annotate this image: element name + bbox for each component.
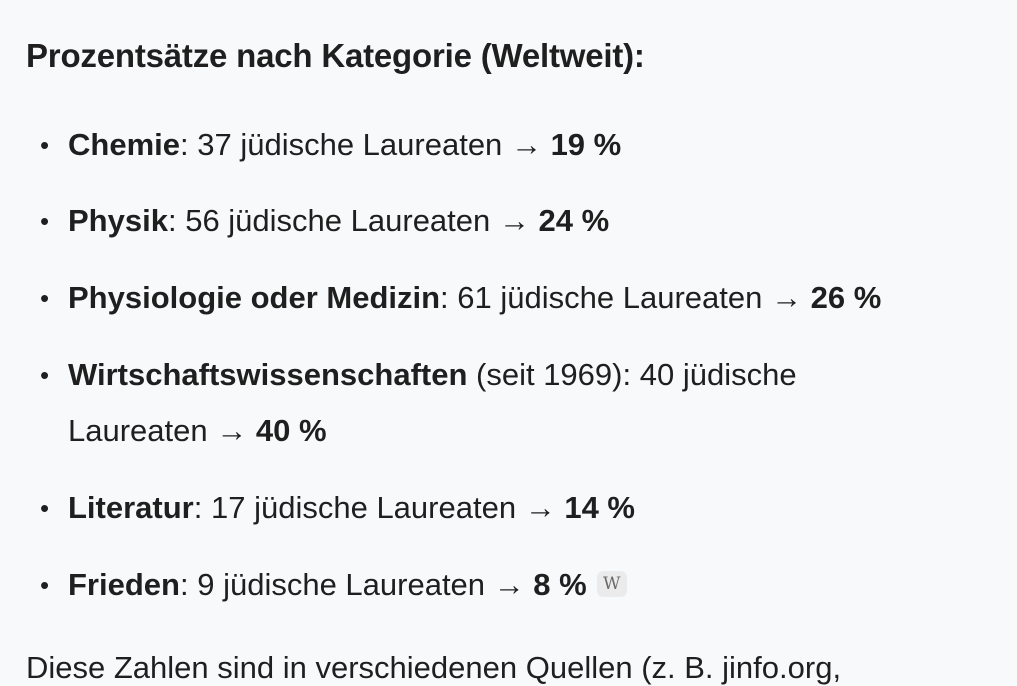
- category-label: Physik: [68, 203, 168, 238]
- chat-response-content: Prozentsätze nach Kategorie (Weltweit): …: [26, 0, 1017, 686]
- laureate-count: 61 jüdische Laureaten: [457, 280, 763, 315]
- bullet: •: [40, 360, 50, 390]
- percent-value: 26 %: [810, 280, 882, 315]
- laureate-count: 37 jüdische Laureaten: [197, 127, 503, 162]
- bullet: •: [40, 206, 50, 236]
- laureate-count: 56 jüdische Laureaten: [185, 203, 491, 238]
- percent-value: 14 %: [564, 490, 635, 525]
- laureate-count-cont: Laureaten: [68, 413, 208, 448]
- bullet: •: [40, 493, 50, 523]
- percent-value: 8 %: [533, 567, 587, 602]
- wikipedia-citation-icon[interactable]: W: [596, 570, 627, 597]
- category-label: Chemie: [68, 127, 180, 162]
- bullet: •: [40, 283, 50, 313]
- percent-value: 40 %: [255, 413, 327, 448]
- laureate-count: 40 jüdische: [639, 357, 797, 392]
- laureate-count: 17 jüdische Laureaten: [211, 490, 517, 525]
- arrow: →: [498, 203, 530, 238]
- category-label: Wirtschaftswissenschaften: [68, 357, 468, 392]
- bullet: •: [40, 130, 50, 160]
- bullet: •: [40, 570, 50, 600]
- arrow: →: [493, 567, 525, 602]
- category-label: Literatur: [68, 490, 194, 525]
- percent-value: 24 %: [538, 203, 610, 238]
- percent-value: 19 %: [550, 127, 622, 162]
- category-qualifier: (seit 1969): [467, 357, 623, 392]
- category-label: Frieden: [68, 567, 180, 602]
- laureate-count: 9 jüdische Laureaten: [197, 567, 486, 602]
- section-heading: Prozentsätze nach Kategorie (Weltweit):: [26, 37, 645, 74]
- arrow: →: [216, 413, 248, 448]
- arrow: →: [771, 280, 802, 315]
- category-label: Physiologie oder Medizin: [68, 280, 441, 315]
- paragraph-text: Diese Zahlen sind in verschiedenen Quell…: [26, 650, 842, 685]
- arrow: →: [510, 127, 542, 162]
- arrow: →: [524, 490, 556, 525]
